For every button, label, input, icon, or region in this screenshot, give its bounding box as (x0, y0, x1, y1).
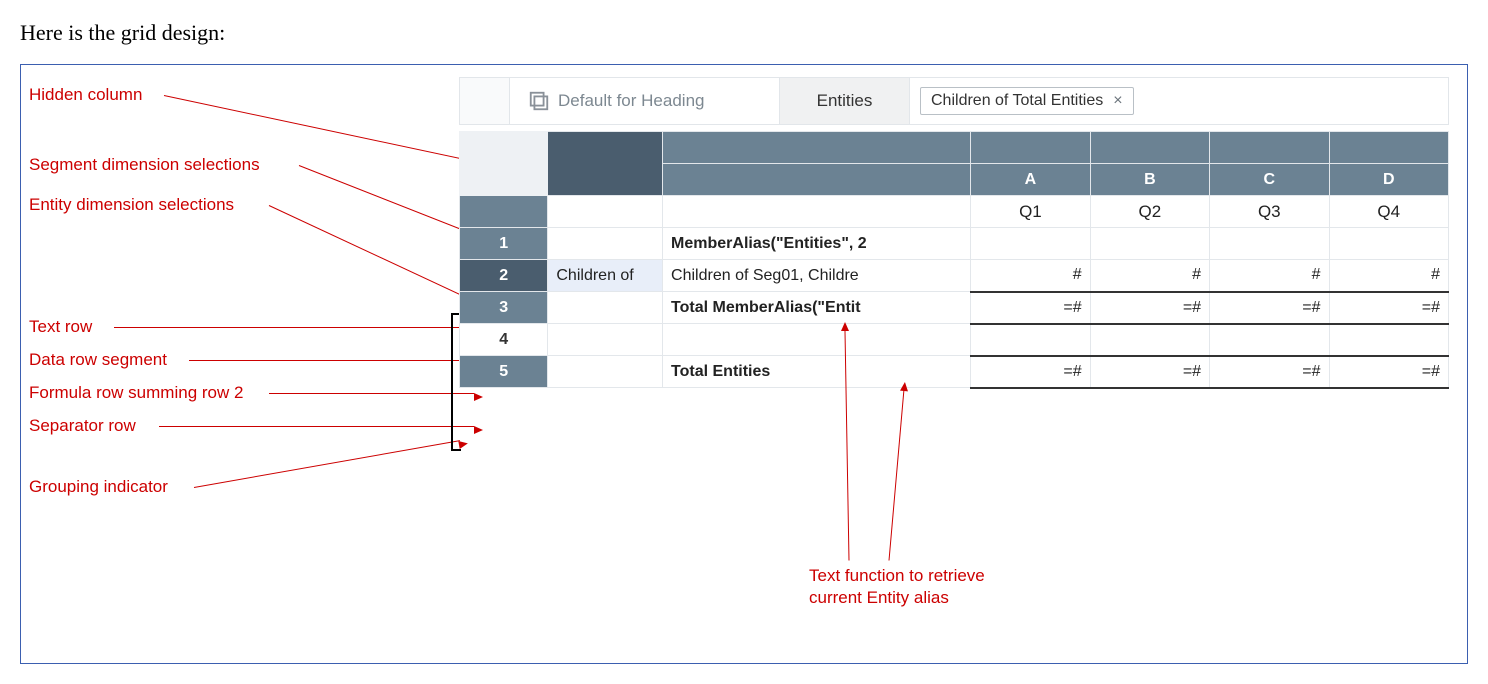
row-number[interactable]: 4 (460, 324, 548, 356)
data-cell[interactable]: =# (1090, 356, 1209, 388)
grid-row: 4 (460, 324, 1449, 356)
data-cell[interactable] (1090, 228, 1209, 260)
annotation-text-function: Text function to retrieve current Entity… (809, 565, 985, 609)
col-letter[interactable]: B (1090, 164, 1209, 196)
grid-quarter-row: Q1 Q2 Q3 Q4 (460, 196, 1449, 228)
data-cell[interactable] (1210, 228, 1329, 260)
figure-frame: Hidden column Segment dimension selectio… (20, 64, 1468, 664)
entities-pill-label: Entities (817, 91, 873, 111)
data-cell[interactable]: # (1090, 260, 1209, 292)
entities-dimension-pill[interactable]: Entities (780, 78, 910, 124)
toolbar-tab-blank[interactable] (460, 78, 510, 124)
data-cell[interactable]: =# (1090, 292, 1209, 324)
arrow-line (114, 327, 474, 328)
data-cell[interactable]: =# (1210, 292, 1329, 324)
chip-label: Children of Total Entities (931, 92, 1103, 110)
col-letter[interactable]: A (971, 164, 1090, 196)
grid-corner (460, 132, 548, 196)
grid-row: 5 Total Entities =# =# =# =# (460, 356, 1449, 388)
annotation-entity-dimension: Entity dimension selections (29, 195, 234, 215)
hidden-column-header[interactable] (548, 132, 663, 196)
grid-toolbar: Default for Heading Entities Children of… (459, 77, 1449, 125)
grid-screenshot: Default for Heading Entities Children of… (459, 77, 1449, 389)
desc-column-header-mid[interactable] (663, 164, 971, 196)
data-cell[interactable]: =# (1329, 356, 1449, 388)
member-chip-children-of-total-entities[interactable]: Children of Total Entities × (920, 87, 1134, 115)
data-cell[interactable]: =# (971, 292, 1090, 324)
chip-close-icon[interactable]: × (1113, 92, 1122, 110)
data-cell[interactable] (1090, 324, 1209, 356)
annotation-grouping-indicator: Grouping indicator (29, 477, 168, 497)
row-description[interactable]: MemberAlias("Entities", 2 (663, 228, 971, 260)
data-cell[interactable] (1329, 324, 1449, 356)
col-letter[interactable]: C (1210, 164, 1329, 196)
arrow-line (194, 440, 460, 488)
col-header-top[interactable] (1090, 132, 1209, 164)
grid-row: 1 MemberAlias("Entities", 2 (460, 228, 1449, 260)
arrow-head (841, 322, 849, 331)
data-cell[interactable] (971, 228, 1090, 260)
design-grid: A B C D Q1 Q2 Q3 Q4 (459, 131, 1449, 389)
data-cell[interactable] (1329, 228, 1449, 260)
annotation-hidden-column: Hidden column (29, 85, 142, 105)
grid-row: 2 Children of Children of Seg01, Childre… (460, 260, 1449, 292)
grid-header-row-top (460, 132, 1449, 164)
hidden-col-cell[interactable]: Children of (548, 260, 663, 292)
arrow-line (189, 360, 474, 361)
hidden-col-cell[interactable] (548, 292, 663, 324)
quarter-label[interactable]: Q3 (1210, 196, 1329, 228)
data-cell[interactable]: =# (971, 356, 1090, 388)
annotation-segment-dimension: Segment dimension selections (29, 155, 260, 175)
annotation-text-function-line1: Text function to retrieve (809, 566, 985, 585)
arrow-line (889, 386, 905, 560)
arrow-line (159, 426, 474, 427)
hidden-col-cell[interactable] (548, 356, 663, 388)
quarter-label[interactable]: Q4 (1329, 196, 1449, 228)
arrow-line (269, 393, 474, 394)
row-header-blank[interactable] (460, 196, 548, 228)
data-cell[interactable]: =# (1210, 356, 1329, 388)
data-cell[interactable] (1210, 324, 1329, 356)
row-number[interactable]: 1 (460, 228, 548, 260)
arrow-head (474, 393, 483, 401)
annotation-data-row: Data row segment (29, 350, 167, 370)
row-number[interactable]: 5 (460, 356, 548, 388)
quarter-label[interactable]: Q2 (1090, 196, 1209, 228)
data-cell[interactable] (971, 324, 1090, 356)
member-chip-container: Children of Total Entities × (910, 78, 1448, 124)
arrow-head (900, 382, 909, 392)
annotation-separator-row: Separator row (29, 416, 136, 436)
hidden-col-cell[interactable] (548, 228, 663, 260)
col-letter[interactable]: D (1329, 164, 1449, 196)
row-description[interactable]: Total MemberAlias("Entit (663, 292, 971, 324)
data-cell[interactable]: =# (1329, 292, 1449, 324)
col-header-top[interactable] (1329, 132, 1449, 164)
heading-icon (528, 90, 550, 112)
row-description[interactable] (663, 324, 971, 356)
desc-col-cell[interactable] (663, 196, 971, 228)
grid-row: 3 Total MemberAlias("Entit =# =# =# =# (460, 292, 1449, 324)
row-number[interactable]: 3 (460, 292, 548, 324)
row-number[interactable]: 2 (460, 260, 548, 292)
annotation-text-function-line2: current Entity alias (809, 588, 949, 607)
data-cell[interactable]: # (1329, 260, 1449, 292)
hidden-col-cell[interactable] (548, 324, 663, 356)
hidden-col-cell[interactable] (548, 196, 663, 228)
annotation-text-row: Text row (29, 317, 92, 337)
desc-column-header-top[interactable] (663, 132, 971, 164)
arrow-head (474, 426, 483, 434)
heading-label: Default for Heading (558, 91, 704, 111)
col-header-top[interactable] (971, 132, 1090, 164)
intro-text: Here is the grid design: (20, 20, 1468, 46)
row-description[interactable]: Children of Seg01, Childre (663, 260, 971, 292)
data-cell[interactable]: # (1210, 260, 1329, 292)
heading-format-dropdown[interactable]: Default for Heading (510, 78, 780, 124)
data-cell[interactable]: # (971, 260, 1090, 292)
quarter-label[interactable]: Q1 (971, 196, 1090, 228)
col-header-top[interactable] (1210, 132, 1329, 164)
row-description[interactable]: Total Entities (663, 356, 971, 388)
annotation-formula-row: Formula row summing row 2 (29, 383, 243, 403)
